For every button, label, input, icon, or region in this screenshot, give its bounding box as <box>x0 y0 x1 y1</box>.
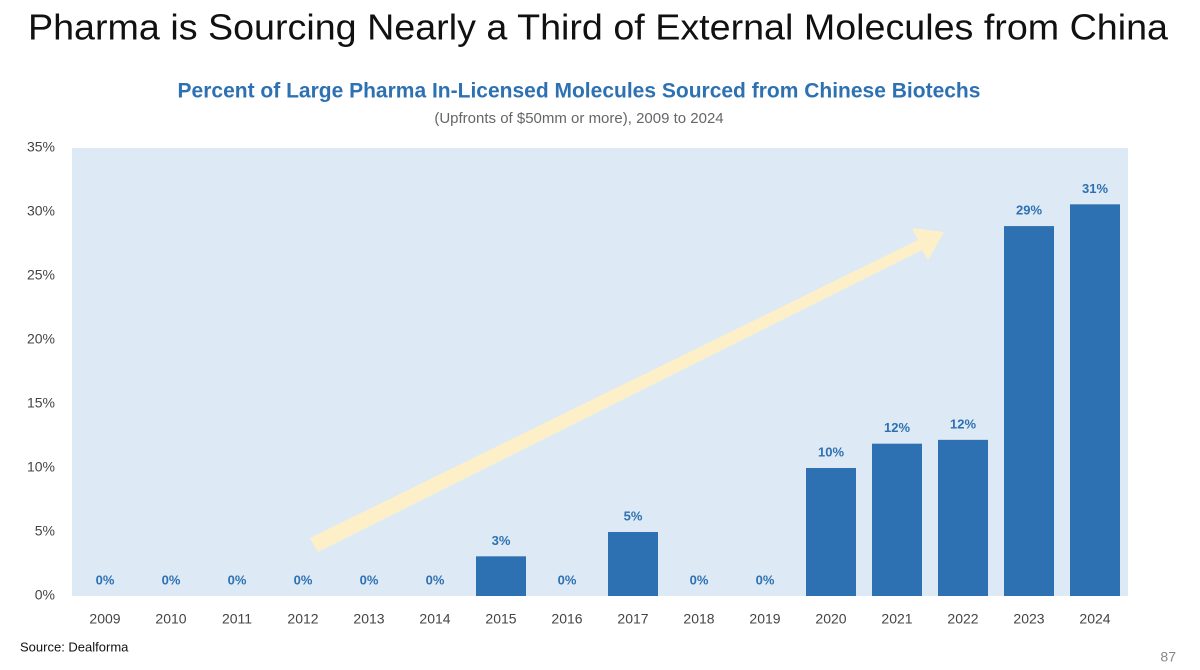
x-tick-label: 2009 <box>89 611 120 627</box>
value-label: 12% <box>884 420 910 435</box>
x-tick-label: 2020 <box>815 611 846 627</box>
bar <box>1070 204 1120 596</box>
y-tick-label: 35% <box>27 139 55 155</box>
value-label: 0% <box>162 572 181 587</box>
x-tick-label: 2022 <box>947 611 978 627</box>
x-tick-label: 2011 <box>222 611 252 627</box>
x-tick-label: 2012 <box>287 611 318 627</box>
x-tick-label: 2023 <box>1013 611 1044 627</box>
value-label: 0% <box>228 572 247 587</box>
value-label: 3% <box>492 533 511 548</box>
y-tick-label: 20% <box>27 331 55 347</box>
value-label: 10% <box>818 444 844 459</box>
x-tick-label: 2014 <box>419 611 450 627</box>
bar <box>872 443 922 596</box>
x-tick-label: 2013 <box>353 611 384 627</box>
y-tick-label: 10% <box>27 459 55 475</box>
value-label: 0% <box>690 572 709 587</box>
bar <box>1004 226 1054 596</box>
y-tick-label: 30% <box>27 203 55 219</box>
value-label: 0% <box>360 572 379 587</box>
source-note: Source: Dealforma <box>20 639 129 654</box>
x-tick-label: 2018 <box>683 611 714 627</box>
bar <box>938 439 988 596</box>
chart-subtitle: (Upfronts of $50mm or more), 2009 to 202… <box>434 110 723 127</box>
value-label: 0% <box>426 572 445 587</box>
slide-title: Pharma is Sourcing Nearly a Third of Ext… <box>28 7 1169 48</box>
x-tick-label: 2024 <box>1079 611 1110 627</box>
value-label: 0% <box>294 572 313 587</box>
value-label: 5% <box>624 508 643 523</box>
x-tick-label: 2016 <box>551 611 582 627</box>
x-tick-label: 2019 <box>749 611 780 627</box>
chart-title: Percent of Large Pharma In-Licensed Mole… <box>178 80 981 103</box>
bar <box>608 532 658 596</box>
value-label: 0% <box>558 572 577 587</box>
trend-arrow <box>310 228 944 552</box>
value-label: 31% <box>1082 181 1108 196</box>
value-label: 29% <box>1016 203 1042 218</box>
x-tick-label: 2010 <box>155 611 186 627</box>
bar <box>806 468 856 596</box>
x-tick-label: 2017 <box>617 611 648 627</box>
x-tick-label: 2021 <box>881 611 912 627</box>
page-number: 87 <box>1160 649 1176 665</box>
y-tick-label: 0% <box>35 587 55 603</box>
value-label: 12% <box>950 416 976 431</box>
x-tick-label: 2015 <box>485 611 516 627</box>
bar <box>476 556 526 596</box>
value-label: 0% <box>96 572 115 587</box>
y-tick-label: 15% <box>27 395 55 411</box>
value-label: 0% <box>756 572 775 587</box>
y-tick-label: 25% <box>27 267 55 283</box>
y-tick-label: 5% <box>35 523 55 539</box>
